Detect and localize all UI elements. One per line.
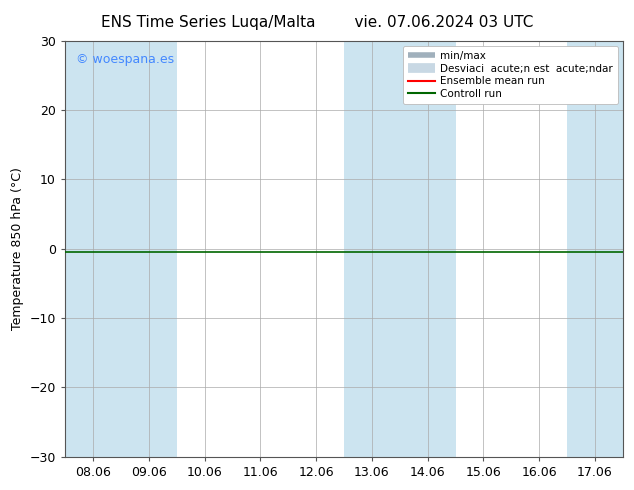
Text: ENS Time Series Luqa/Malta        vie. 07.06.2024 03 UTC: ENS Time Series Luqa/Malta vie. 07.06.20… <box>101 15 533 30</box>
Bar <box>567 41 623 457</box>
Bar <box>65 41 121 457</box>
Bar <box>121 41 177 457</box>
Bar <box>344 41 400 457</box>
Text: © woespana.es: © woespana.es <box>76 53 174 66</box>
Y-axis label: Temperature 850 hPa (°C): Temperature 850 hPa (°C) <box>11 167 24 330</box>
Legend: min/max, Desviaci  acute;n est  acute;ndar, Ensemble mean run, Controll run: min/max, Desviaci acute;n est acute;ndar… <box>403 46 618 104</box>
Bar <box>400 41 456 457</box>
